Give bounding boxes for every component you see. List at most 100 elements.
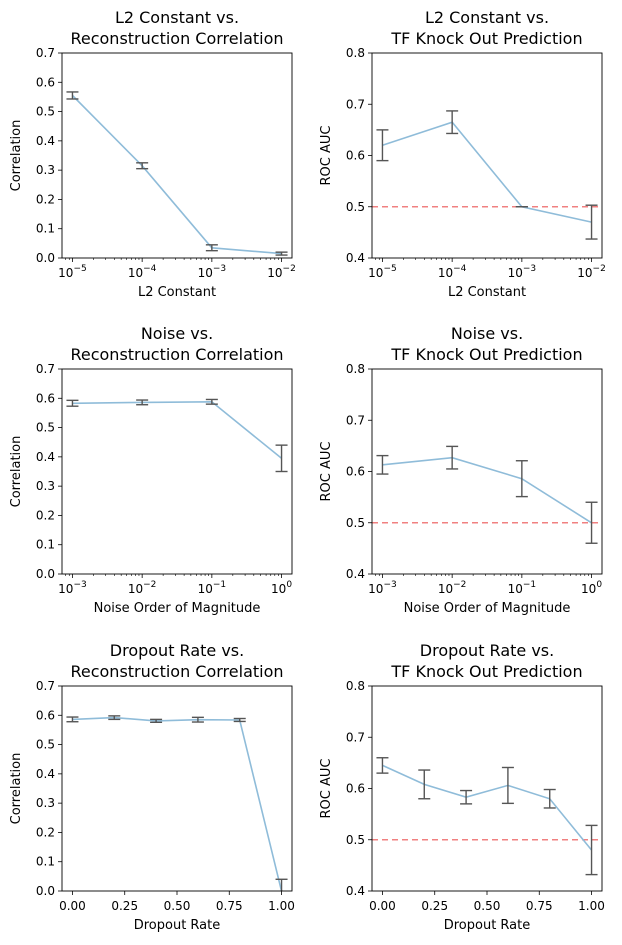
- y-axis-label: Correlation: [9, 753, 24, 825]
- y-tick-label: 0.4: [36, 134, 55, 148]
- y-tick-label: 0.1: [36, 538, 55, 552]
- x-tick-label: 0.25: [111, 899, 138, 913]
- x-axis-label: L2 Constant: [138, 285, 216, 300]
- chart-title: Reconstruction Correlation: [70, 29, 283, 48]
- y-axis-label: ROC AUC: [319, 759, 334, 819]
- chart-title: Noise vs.: [141, 324, 213, 343]
- errorbar: [205, 398, 218, 405]
- y-axis-label: ROC AUC: [319, 442, 334, 502]
- series-line: [382, 764, 593, 851]
- x-tick-label: 1.00: [578, 899, 605, 913]
- x-tick-label: 0.00: [369, 899, 396, 913]
- plot-area: [372, 110, 602, 240]
- errorbar: [233, 717, 246, 723]
- chart-panel-6: Dropout Rate vs. TF Knock Out Prediction 0…: [319, 641, 605, 933]
- x-axis-label: Dropout Rate: [134, 918, 221, 933]
- axes-frame: [61, 368, 293, 575]
- y-tick-label: 0.2: [36, 192, 55, 206]
- axes-frame: [61, 52, 293, 259]
- plot-area: [372, 757, 602, 876]
- errorbar: [585, 204, 598, 240]
- x-tick-label: 0.75: [216, 899, 243, 913]
- y-tick-label: 0.4: [346, 884, 365, 898]
- errorbar: [136, 399, 149, 406]
- y-tick-label: 0.6: [36, 708, 55, 722]
- errorbar: [205, 244, 218, 252]
- errorbar: [418, 769, 431, 800]
- plot-area: [372, 445, 602, 544]
- y-axis-label: Correlation: [9, 120, 24, 192]
- x-tick-label: 10−4: [128, 264, 157, 280]
- y-tick-label: 0.7: [36, 362, 55, 376]
- errorbar: [275, 251, 288, 256]
- y-tick-label: 0.0: [36, 567, 55, 581]
- errorbar: [515, 460, 528, 498]
- y-tick-label: 0.7: [346, 97, 365, 111]
- x-tick-label: 10−2: [267, 264, 296, 280]
- x-tick-label: 100: [581, 580, 602, 596]
- errorbar: [108, 715, 121, 721]
- y-tick-label: 0.7: [346, 730, 365, 744]
- y-tick-label: 0.4: [346, 251, 365, 265]
- chart-title: TF Knock Out Prediction: [390, 29, 582, 48]
- y-tick-label: 0.3: [36, 163, 55, 177]
- x-axis-label: Dropout Rate: [444, 918, 531, 933]
- chart-title: Dropout Rate vs.: [110, 641, 244, 660]
- errorbar: [66, 399, 79, 407]
- errorbar: [275, 444, 288, 473]
- plot-area: [66, 91, 288, 256]
- errorbar: [66, 716, 79, 723]
- chart-title: L2 Constant vs.: [425, 8, 549, 27]
- chart-panel-1: L2 Constant vs. Reconstruction Correlatio…: [9, 8, 296, 300]
- x-tick-label: 0.50: [164, 899, 191, 913]
- axes-frame: [371, 368, 603, 575]
- y-tick-label: 0.6: [36, 391, 55, 405]
- x-tick-label: 10−1: [198, 580, 227, 596]
- axes-frame: [371, 52, 603, 259]
- chart-panel-4: Noise vs. TF Knock Out Prediction 0.4 0.5 0.…: [319, 324, 603, 616]
- x-tick-label: 10−3: [508, 264, 537, 280]
- y-tick-label: 0.4: [36, 767, 55, 781]
- x-tick-label: 10−3: [368, 580, 397, 596]
- axes-frame: [61, 685, 293, 892]
- errorbar: [66, 91, 79, 100]
- chart-title: TF Knock Out Prediction: [390, 345, 582, 364]
- x-tick-label: 10−2: [577, 264, 606, 280]
- y-tick-label: 0.5: [346, 833, 365, 847]
- chart-panel-3: Noise vs. Reconstruction Correlation 0.0 0.…: [9, 324, 293, 616]
- y-tick-label: 0.5: [346, 200, 365, 214]
- errorbar: [191, 716, 204, 723]
- y-tick-label: 0.6: [36, 75, 55, 89]
- x-axis-label: Noise Order of Magnitude: [94, 601, 261, 616]
- errorbar: [460, 789, 473, 805]
- errorbar: [585, 501, 598, 544]
- chart-panel-2: L2 Constant vs. TF Knock Out Prediction 0.…: [319, 8, 606, 300]
- errorbar: [501, 766, 514, 805]
- x-tick-label: 10−3: [58, 580, 87, 596]
- errorbar: [543, 788, 556, 809]
- chart-title: Dropout Rate vs.: [420, 641, 554, 660]
- y-tick-label: 0.8: [346, 46, 365, 60]
- y-tick-label: 0.8: [346, 679, 365, 693]
- y-tick-label: 0.1: [36, 855, 55, 869]
- errorbar: [376, 757, 389, 774]
- y-tick-label: 0.3: [36, 796, 55, 810]
- y-tick-label: 0.7: [36, 46, 55, 60]
- x-tick-label: 0.50: [474, 899, 501, 913]
- errorbar: [150, 718, 163, 724]
- x-axis-label: Noise Order of Magnitude: [404, 601, 571, 616]
- errorbar: [446, 110, 459, 135]
- y-tick-label: 0.0: [36, 251, 55, 265]
- y-tick-label: 0.6: [346, 149, 365, 163]
- x-tick-label: 10−2: [438, 580, 467, 596]
- axes-frame: [371, 685, 603, 892]
- x-tick-label: 0.25: [421, 899, 448, 913]
- x-tick-label: 0.00: [59, 899, 86, 913]
- x-tick-label: 0.75: [526, 899, 553, 913]
- errorbar: [446, 445, 459, 470]
- errorbar: [376, 454, 389, 475]
- series-line: [72, 400, 283, 459]
- x-axis-label: L2 Constant: [448, 285, 526, 300]
- x-tick-label: 10−5: [368, 264, 397, 280]
